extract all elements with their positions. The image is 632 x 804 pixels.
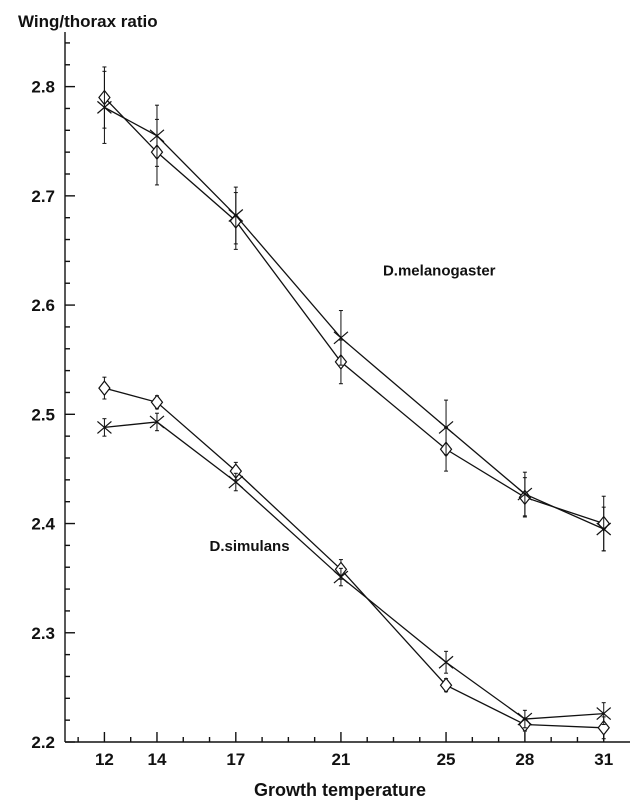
data-point-cross [438,655,454,669]
y-tick-label: 2.4 [31,515,55,534]
series-2 [98,376,610,740]
x-tick-label: 21 [331,750,350,769]
y-axis-ticks: 2.2 2.3 2.4 2.5 2.6 2.7 2.8 [31,42,75,752]
chart-title: Wing/thorax ratio [18,12,158,31]
x-axis-label: Growth temperature [254,780,426,800]
data-point-cross [149,415,165,429]
series-line [103,97,604,525]
x-axis-ticks: 12 14 17 21 25 28 31 [77,732,613,769]
data-point-cross [149,129,165,143]
y-tick-label: 2.7 [31,187,55,206]
x-tick-label: 17 [226,750,245,769]
axes [64,32,630,743]
data-point-cross [97,100,112,114]
data-point-cross [333,331,349,345]
series-annotation: D.melanogaster [383,263,496,280]
x-tick-label: 12 [95,750,114,769]
data-point-diamond [98,380,111,397]
data-point-cross [596,522,612,536]
data-point-diamond [597,719,610,736]
y-tick-label: 2.2 [31,733,55,752]
x-tick-label: 28 [515,750,534,769]
series-line [104,421,604,720]
data-point-cross [97,420,112,434]
series-1 [97,70,612,552]
y-tick-label: 2.3 [31,624,55,643]
data-point-cross [517,712,533,726]
series-line [104,106,604,530]
data-point-cross [438,420,454,434]
y-tick-label: 2.5 [31,405,55,424]
data-point-cross [517,487,533,501]
data-point-diamond [150,394,164,411]
series-group [97,66,612,740]
x-tick-label: 25 [437,750,456,769]
data-point-cross [228,475,244,489]
series-annotation: D.simulans [210,538,290,555]
data-point-diamond [439,677,453,694]
series-0 [98,66,610,552]
data-point-cross [596,707,612,721]
data-point-cross [333,570,349,584]
y-tick-label: 2.6 [31,296,55,315]
data-point-cross [228,209,244,222]
series-3 [97,412,612,729]
x-tick-label: 14 [148,750,167,769]
annotations: D.melanogaster D.simulans [210,263,496,555]
x-tick-label: 31 [594,750,613,769]
y-tick-label: 2.8 [31,78,55,97]
